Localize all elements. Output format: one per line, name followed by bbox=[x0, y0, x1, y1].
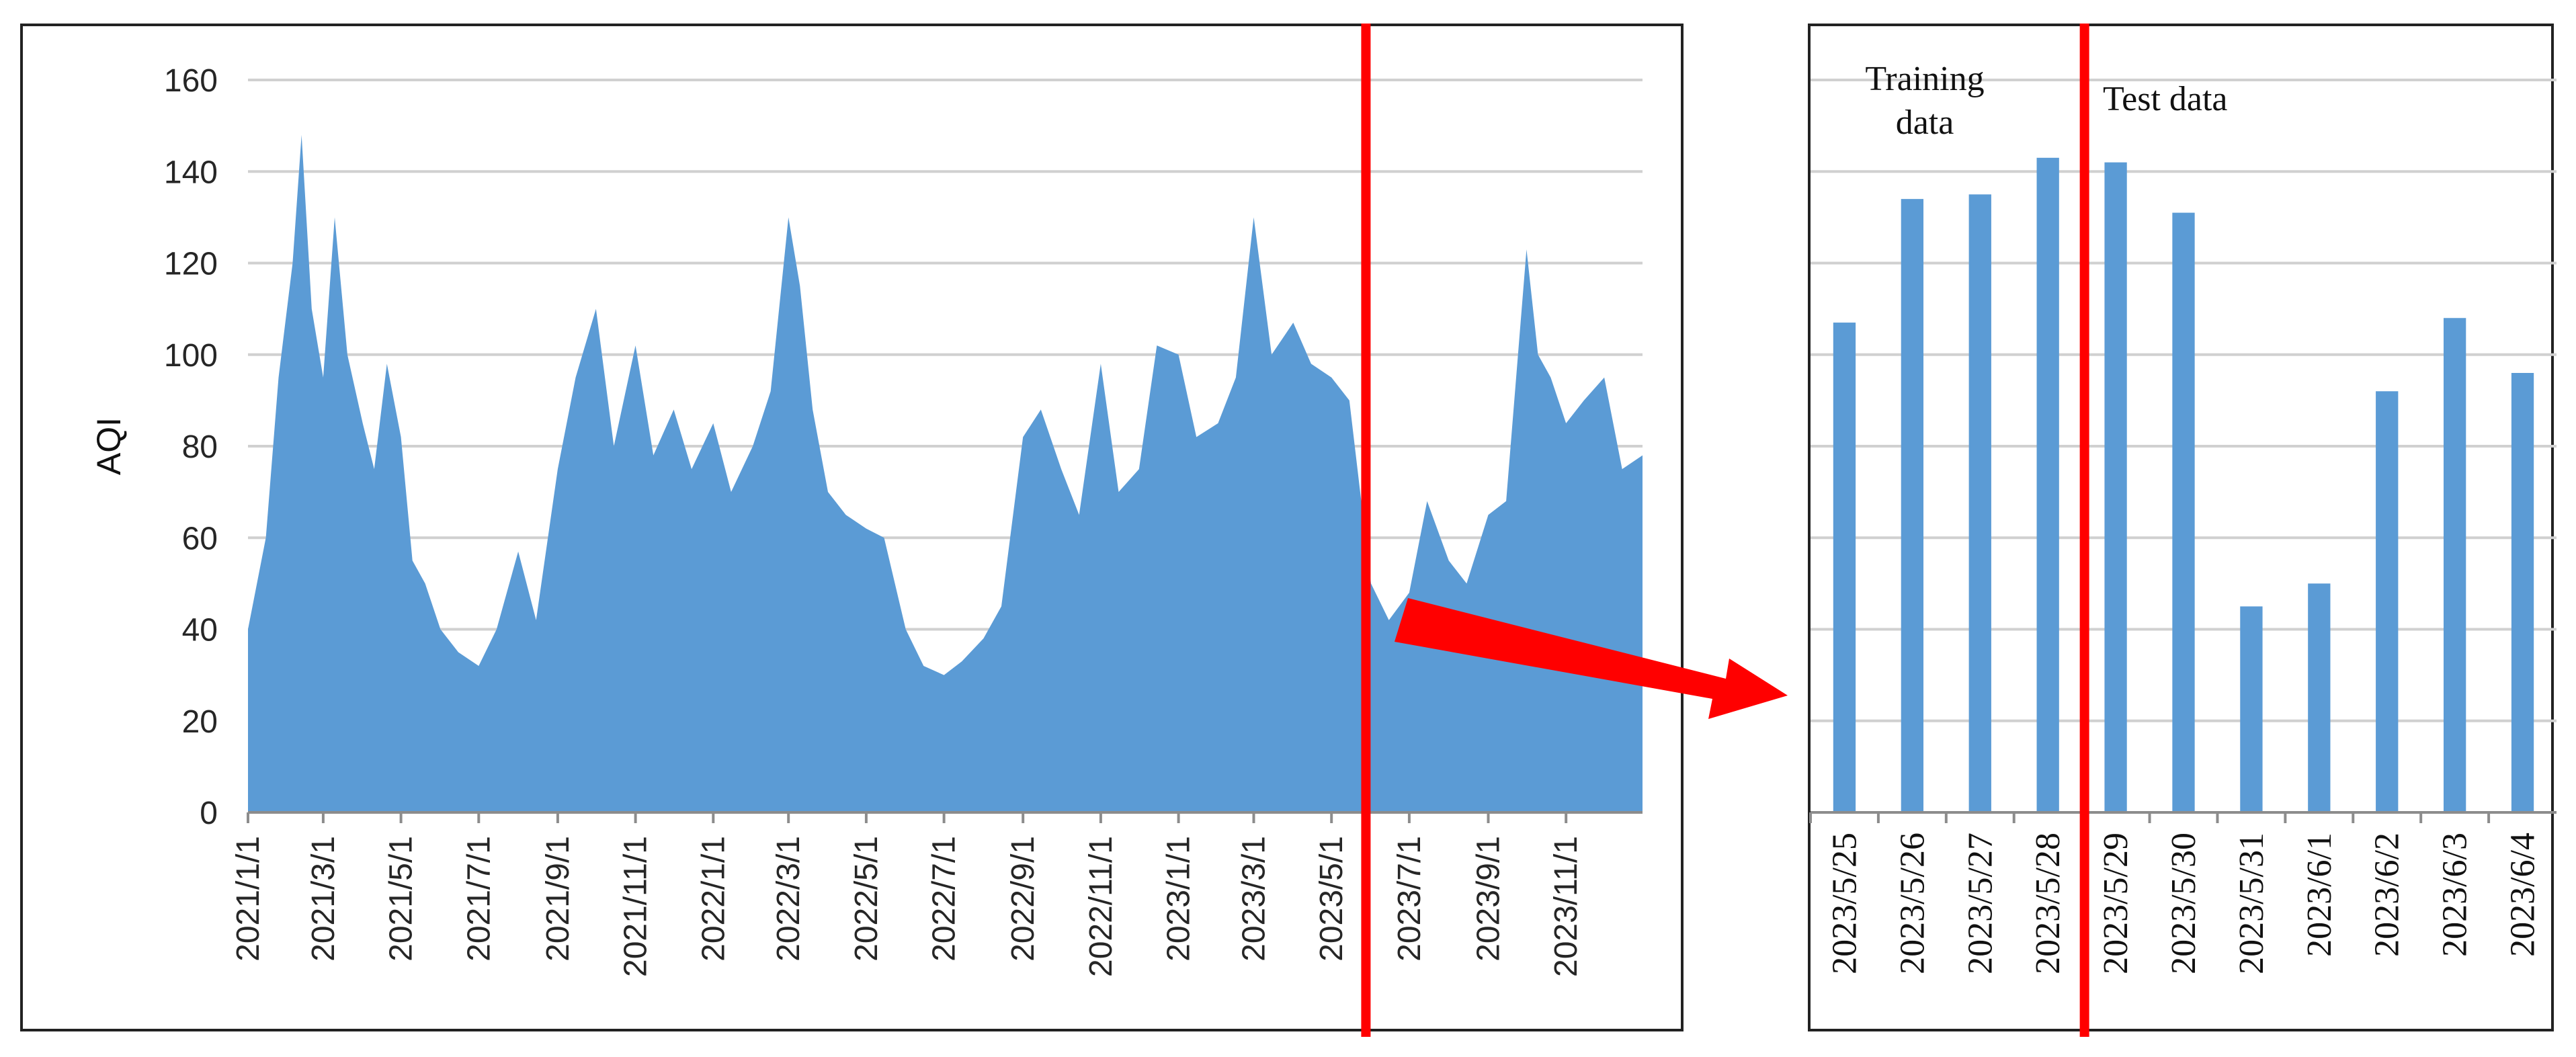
x-tick-label: 2023/6/2 bbox=[2368, 833, 2407, 957]
aqi-bar-chart: 2023/5/25 2023/5/26 2023/5/27 2023/5/28 2023… bbox=[1809, 24, 2557, 1037]
x-tick-label: 2023/9/1 bbox=[1470, 836, 1506, 962]
x-tick-label: 2023/5/25 bbox=[1825, 833, 1864, 974]
x-tick-label: 2022/1/1 bbox=[696, 836, 731, 962]
x-tick-label: 2023/5/27 bbox=[1961, 833, 1999, 974]
x-tick-label: 2023/5/26 bbox=[1893, 833, 1931, 974]
x-tick-label: 2023/5/28 bbox=[2029, 833, 2067, 974]
x-tick-label: 2023/6/1 bbox=[2300, 833, 2339, 957]
y-tick-label: 0 bbox=[200, 796, 218, 831]
y-tick-label: 140 bbox=[164, 155, 218, 190]
training-label-line1: Training bbox=[1865, 60, 1984, 98]
x-tick-label: 2021/11/1 bbox=[618, 836, 654, 977]
bar bbox=[1833, 323, 1856, 812]
y-tick-label: 160 bbox=[164, 63, 218, 99]
y-tick-label: 60 bbox=[182, 521, 218, 556]
y-tick-label: 120 bbox=[164, 247, 218, 282]
y-axis-label: AQI bbox=[90, 417, 128, 475]
x-tick-label: 2023/5/31 bbox=[2233, 833, 2271, 974]
bar bbox=[2376, 391, 2399, 812]
x-tick-label: 2022/11/1 bbox=[1083, 836, 1119, 977]
x-tick-label: 2021/5/1 bbox=[384, 836, 419, 962]
x-tick-label: 2023/7/1 bbox=[1392, 836, 1427, 962]
x-tick-label: 2023/5/29 bbox=[2097, 833, 2135, 974]
bar bbox=[2511, 373, 2534, 812]
test-label: Test data bbox=[2103, 80, 2228, 118]
bar bbox=[2308, 583, 2331, 812]
y-tick-label: 40 bbox=[182, 613, 218, 648]
bar bbox=[2036, 157, 2059, 812]
x-tick-label: 2021/3/1 bbox=[306, 836, 341, 962]
y-tick-label: 100 bbox=[164, 338, 218, 374]
x-tick-label: 2023/6/4 bbox=[2504, 833, 2542, 957]
x-tick-label: 2021/7/1 bbox=[461, 836, 497, 962]
aqi-series-area bbox=[248, 134, 1643, 813]
bar bbox=[2172, 212, 2195, 812]
x-tick-label: 2023/3/1 bbox=[1237, 836, 1272, 962]
x-tick-label: 2023/5/30 bbox=[2165, 833, 2203, 974]
x-tick-label: 2021/9/1 bbox=[540, 836, 576, 962]
training-label-line2: data bbox=[1896, 103, 1954, 142]
aqi-area-chart: 0 20 40 60 80 100 120 140 160 2021/1/1 2021/3/1 202… bbox=[90, 24, 1643, 1037]
aqi-zoom-bar-panel: 2023/5/25 2023/5/26 2023/5/27 2023/5/28 2023… bbox=[1808, 24, 2557, 1037]
x-tick-label: 2022/7/1 bbox=[927, 836, 962, 962]
bar bbox=[1968, 194, 1991, 812]
bar bbox=[2443, 318, 2466, 812]
x-tick-label: 2022/9/1 bbox=[1005, 836, 1041, 962]
x-tick-label: 2023/11/1 bbox=[1548, 836, 1584, 977]
x-tick-label: 2022/5/1 bbox=[849, 836, 884, 962]
x-tick-label: 2023/1/1 bbox=[1161, 836, 1197, 962]
y-tick-label: 80 bbox=[182, 429, 218, 465]
x-tick-label: 2021/1/1 bbox=[231, 836, 266, 962]
x-tick-label: 2022/3/1 bbox=[771, 836, 806, 962]
y-tick-label: 20 bbox=[182, 704, 218, 740]
bar bbox=[2104, 162, 2127, 812]
bar bbox=[2240, 606, 2263, 812]
x-tick-label: 2023/6/3 bbox=[2436, 833, 2475, 957]
aqi-timeseries-panel: 0 20 40 60 80 100 120 140 160 2021/1/1 2021/3/1 202… bbox=[20, 24, 1684, 1037]
bar bbox=[1901, 199, 1924, 812]
x-tick-label: 2023/5/1 bbox=[1314, 836, 1349, 962]
